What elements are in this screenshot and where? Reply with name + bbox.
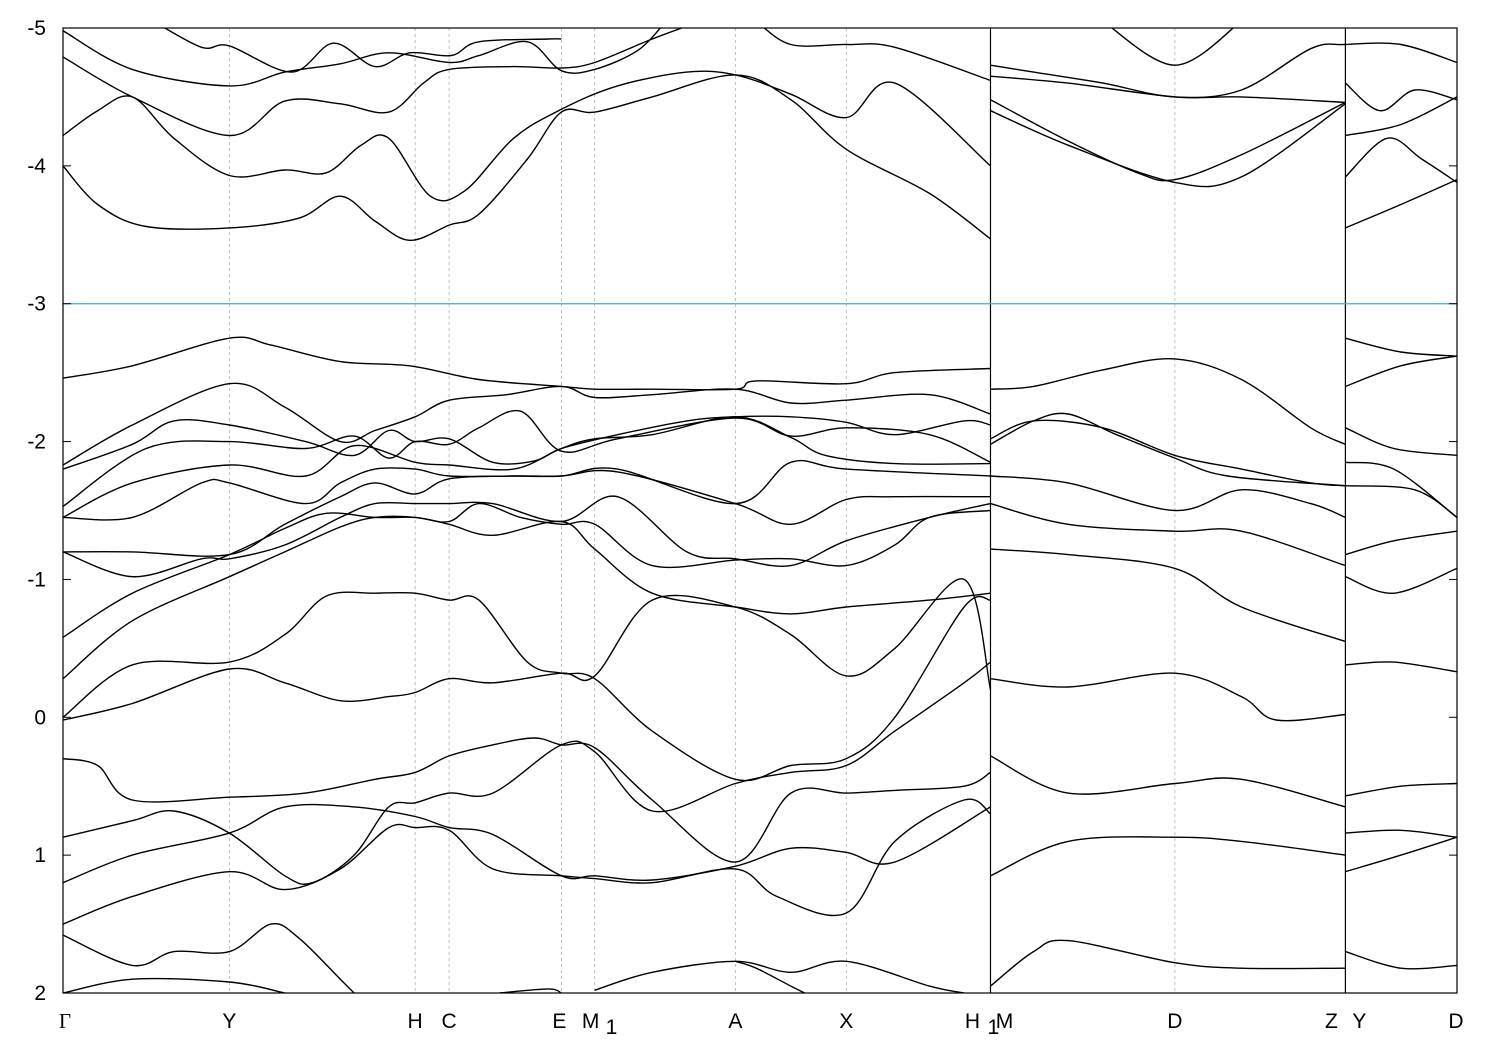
band-19 (63, 417, 991, 518)
x-tick-label: H (965, 1010, 980, 1033)
band-15 (63, 337, 991, 390)
band-4 (153, 21, 561, 72)
band-lines (63, 21, 1457, 993)
band-29 (63, 805, 991, 883)
band-28 (63, 662, 991, 884)
x-tick-label: C (442, 1010, 457, 1033)
band-16 (63, 383, 991, 465)
x-tick-label: Y (222, 1010, 236, 1033)
band-48 (1345, 428, 1457, 456)
band-30 (63, 799, 991, 924)
band-25 (63, 592, 991, 780)
y-tick-label: -4 (27, 155, 46, 178)
y-tick-label: -5 (27, 17, 46, 40)
x-tick-label: A (728, 1010, 742, 1033)
x-tick-label: Z (1325, 1010, 1338, 1033)
y-tick-label: 1 (34, 844, 46, 867)
x-tick-label: Y (1352, 1010, 1366, 1033)
y-tick-label: -1 (27, 568, 46, 591)
band-38 (991, 413, 1346, 485)
x-tick-label: M (582, 1010, 600, 1033)
band-7 (991, 76, 1346, 102)
band-32 (63, 979, 285, 993)
band-53 (1345, 662, 1457, 672)
x-tick-subscript: 1 (606, 1016, 618, 1039)
y-tick-label: 2 (34, 982, 46, 1005)
band-2 (63, 21, 701, 135)
band-33 (500, 989, 562, 993)
y-tick-label: -3 (27, 293, 46, 316)
x-tick-label: D (1167, 1010, 1182, 1033)
band-35 (735, 961, 804, 993)
band-46 (1345, 338, 1457, 356)
x-tick-label: E (552, 1010, 566, 1033)
x-tick-label: H (408, 1010, 423, 1033)
band-44 (991, 837, 1346, 876)
x-axis-ticks: Γ Y H C E M 1 A X H 1M D Z Y D (59, 1009, 1464, 1039)
x-tick-label: D (1448, 1010, 1463, 1033)
band-55 (1345, 830, 1457, 837)
band-6 (991, 43, 1458, 97)
band-5 (756, 21, 990, 80)
band-8 (991, 100, 1346, 181)
band-36 (991, 359, 1346, 445)
band-18 (63, 411, 991, 507)
band-47 (1345, 356, 1457, 386)
band-3 (63, 21, 666, 86)
band-9 (991, 104, 1346, 187)
band-0 (63, 75, 991, 240)
band-57 (1345, 952, 1457, 969)
band-17 (63, 416, 991, 469)
band-42 (991, 673, 1346, 721)
band-45 (991, 940, 1346, 986)
y-tick-label: 0 (34, 706, 46, 729)
y-tick-label: -2 (27, 431, 46, 454)
band-37 (991, 420, 1346, 485)
x-tick-label: Γ (59, 1009, 71, 1033)
band-43 (991, 756, 1346, 807)
band-11 (1345, 180, 1457, 228)
band-51 (1345, 531, 1457, 554)
band-41 (991, 549, 1346, 641)
band-56 (1345, 837, 1457, 872)
band-34 (595, 961, 964, 993)
x-tick-label: M (996, 1010, 1014, 1033)
band-26 (63, 579, 991, 720)
band-20 (63, 461, 991, 520)
band-54 (1345, 784, 1457, 796)
band-52 (1345, 568, 1457, 593)
x-tick-label: X (839, 1010, 853, 1033)
band-1 (63, 71, 991, 201)
band-50 (1345, 486, 1457, 518)
band-49 (1345, 462, 1457, 517)
band-12 (1345, 138, 1457, 182)
band-40 (991, 504, 1346, 566)
band-13 (1345, 97, 1457, 136)
band-23 (63, 504, 991, 638)
y-axis-ticks: 2 1 0 -1 -2 -3 -4 -5 (27, 17, 1457, 1005)
band-24 (63, 516, 991, 678)
